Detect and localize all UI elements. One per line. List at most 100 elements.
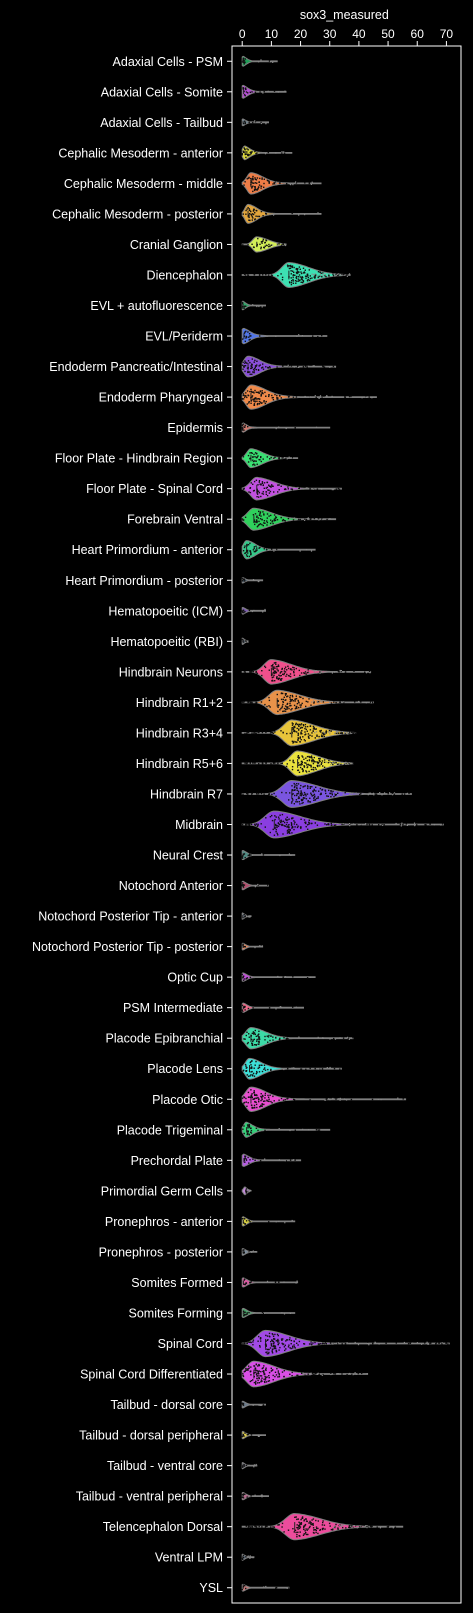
data-point <box>318 1129 321 1131</box>
data-point <box>248 214 250 216</box>
data-point <box>247 426 249 428</box>
outlier-point <box>351 762 353 764</box>
data-point <box>330 1372 332 1375</box>
data-point <box>290 704 292 707</box>
outlier-point <box>275 1008 277 1010</box>
data-point <box>273 1347 276 1350</box>
data-point <box>251 1093 253 1095</box>
data-point <box>282 824 284 826</box>
data-point <box>307 1373 309 1375</box>
data-point <box>308 182 311 185</box>
data-point <box>241 154 243 156</box>
data-point <box>261 670 263 672</box>
data-point <box>286 821 288 824</box>
data-point <box>287 396 290 398</box>
data-point <box>280 516 282 519</box>
data-point <box>303 271 305 273</box>
data-point <box>255 1097 257 1099</box>
data-point <box>283 1531 285 1533</box>
outlier-point <box>335 274 337 277</box>
data-point <box>294 789 296 791</box>
data-point <box>261 1098 263 1101</box>
data-point <box>289 828 291 831</box>
outlier-point <box>309 1374 311 1376</box>
data-point <box>319 760 321 763</box>
outlier-point <box>244 639 246 641</box>
data-point <box>257 1340 259 1342</box>
data-point <box>285 792 287 794</box>
data-point <box>335 1098 337 1100</box>
data-point <box>276 1339 278 1342</box>
data-point <box>251 1095 253 1098</box>
data-point <box>249 154 251 156</box>
data-point <box>263 182 265 185</box>
data-point <box>267 1068 269 1071</box>
data-point <box>320 272 322 274</box>
data-point <box>303 791 306 794</box>
data-point <box>266 1099 268 1101</box>
data-point <box>333 1373 335 1375</box>
data-point <box>243 151 245 153</box>
data-point <box>331 792 333 794</box>
data-point <box>305 757 307 759</box>
data-point <box>266 521 269 524</box>
data-point <box>283 1370 285 1372</box>
data-point <box>296 280 298 282</box>
data-point <box>272 183 274 185</box>
data-point <box>288 276 290 278</box>
data-point <box>297 769 299 772</box>
data-point <box>255 1035 257 1037</box>
data-point <box>277 706 279 708</box>
data-point <box>310 792 312 794</box>
data-point <box>345 1527 347 1529</box>
data-point <box>403 793 406 795</box>
data-point <box>274 1338 276 1340</box>
data-point <box>430 1342 432 1344</box>
data-point <box>273 674 275 676</box>
data-point <box>244 61 246 64</box>
data-point <box>299 727 302 729</box>
data-point <box>275 1586 278 1589</box>
data-point <box>331 824 333 826</box>
data-point <box>293 704 296 707</box>
data-point <box>321 396 323 398</box>
data-point <box>285 675 287 677</box>
outlier-point <box>335 1526 337 1528</box>
data-point <box>286 1037 288 1040</box>
data-point <box>247 274 250 276</box>
data-point <box>264 391 266 394</box>
data-point <box>257 1370 259 1372</box>
data-point <box>291 1371 293 1374</box>
data-point <box>261 1070 264 1073</box>
data-point <box>246 367 249 369</box>
outlier-point <box>318 1068 320 1070</box>
data-point <box>297 272 299 274</box>
data-point <box>251 243 253 245</box>
data-point <box>287 674 290 677</box>
data-point <box>248 336 250 338</box>
outlier-point <box>261 306 263 308</box>
data-point <box>298 771 301 773</box>
data-point <box>312 794 314 797</box>
data-point <box>242 1010 244 1012</box>
data-point <box>258 1041 260 1044</box>
data-point <box>244 552 247 554</box>
data-point <box>317 1527 319 1530</box>
outlier-point <box>258 61 260 63</box>
outlier-point <box>279 854 281 857</box>
data-point <box>268 1380 271 1382</box>
data-point <box>306 977 309 979</box>
data-point <box>252 1074 254 1076</box>
data-point <box>296 801 299 803</box>
data-point <box>249 338 251 341</box>
data-point <box>246 396 248 399</box>
data-point <box>293 761 295 764</box>
data-point <box>259 512 261 514</box>
data-point <box>316 1527 318 1530</box>
data-point <box>316 488 319 490</box>
data-point <box>283 488 286 491</box>
data-point <box>305 795 307 797</box>
data-point <box>268 489 270 491</box>
data-point <box>275 1340 277 1342</box>
